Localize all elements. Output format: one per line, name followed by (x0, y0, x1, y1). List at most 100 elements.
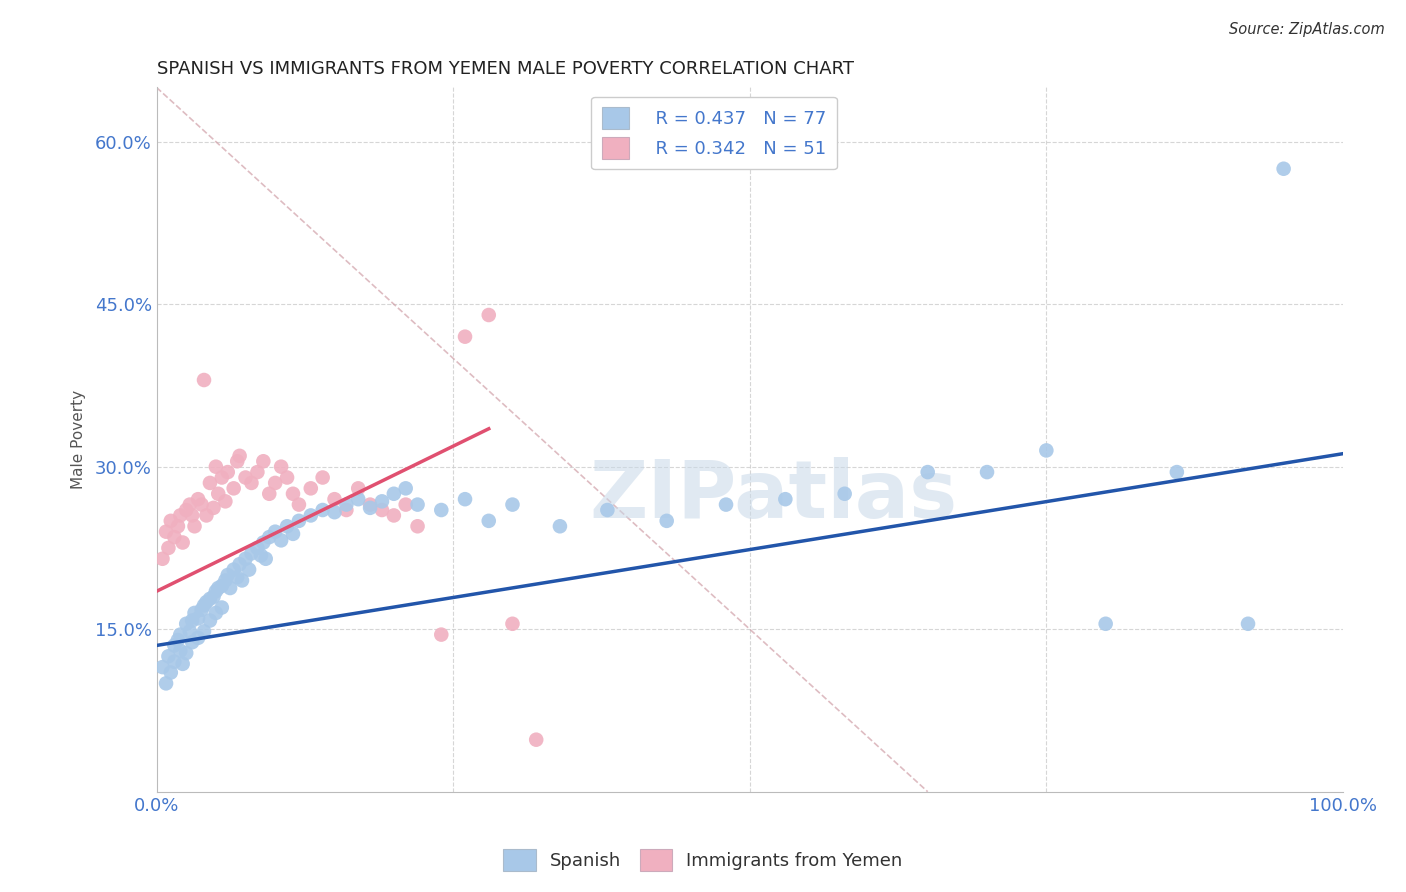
Point (198, 475, 221, 490)
Point (246, 541, 269, 555)
Point (395, 481, 418, 495)
Point (231, 574, 253, 588)
Point (430, 627, 453, 641)
Point (187, 611, 209, 625)
Point (159, 514, 181, 528)
Point (259, 487, 281, 501)
Text: ZIPatlas: ZIPatlas (589, 457, 957, 535)
Point (775, 492, 797, 507)
Point (430, 503, 453, 517)
Point (187, 631, 209, 645)
Point (214, 574, 236, 588)
Point (323, 505, 346, 519)
Point (195, 508, 218, 523)
Point (159, 665, 181, 680)
Point (382, 508, 405, 523)
Point (190, 498, 212, 512)
Point (183, 606, 205, 620)
Point (193, 599, 215, 613)
Point (406, 519, 429, 533)
Point (187, 492, 209, 507)
Point (155, 676, 177, 690)
Point (281, 526, 304, 541)
Point (252, 535, 274, 549)
Point (335, 498, 357, 512)
Point (193, 624, 215, 639)
Point (454, 492, 477, 507)
Point (347, 492, 370, 507)
Point (228, 557, 250, 571)
Y-axis label: Male Poverty: Male Poverty (72, 390, 86, 489)
Point (371, 494, 394, 508)
Point (240, 546, 263, 560)
Point (478, 308, 501, 322)
Point (167, 519, 190, 533)
Point (172, 657, 194, 671)
Point (195, 595, 218, 609)
Point (976, 465, 998, 479)
Point (347, 481, 370, 495)
Point (152, 660, 174, 674)
Point (181, 508, 204, 523)
Point (288, 514, 311, 528)
Point (169, 644, 191, 658)
Point (1094, 616, 1116, 631)
Point (454, 329, 477, 343)
Point (179, 498, 201, 512)
Point (1237, 616, 1260, 631)
Point (226, 454, 249, 468)
Point (299, 508, 322, 523)
Point (270, 533, 292, 548)
Point (246, 465, 269, 479)
Point (205, 606, 228, 620)
Point (226, 570, 249, 584)
Point (205, 459, 228, 474)
Point (174, 616, 197, 631)
Point (163, 655, 186, 669)
Point (264, 475, 287, 490)
Point (163, 639, 186, 653)
Point (335, 503, 357, 517)
Legend:   R = 0.437   N = 77,   R = 0.342   N = 51: R = 0.437 N = 77, R = 0.342 N = 51 (592, 96, 837, 169)
Point (299, 481, 322, 495)
Point (202, 590, 225, 604)
Point (1272, 161, 1295, 176)
Point (596, 503, 619, 517)
Point (235, 551, 257, 566)
Point (190, 603, 212, 617)
Point (228, 449, 250, 463)
Point (174, 646, 197, 660)
Point (181, 614, 204, 628)
Point (395, 498, 418, 512)
Point (183, 519, 205, 533)
Point (198, 614, 221, 628)
Point (222, 481, 245, 495)
Point (222, 563, 245, 577)
Point (1035, 443, 1057, 458)
Point (371, 503, 394, 517)
Point (172, 535, 194, 549)
Point (406, 498, 429, 512)
Point (254, 551, 277, 566)
Point (207, 487, 229, 501)
Point (359, 498, 381, 512)
Point (501, 498, 523, 512)
Point (152, 551, 174, 566)
Point (714, 498, 737, 512)
Point (270, 459, 292, 474)
Point (524, 732, 547, 747)
Point (217, 568, 239, 582)
Point (219, 581, 242, 595)
Legend: Spanish, Immigrants from Yemen: Spanish, Immigrants from Yemen (496, 842, 910, 879)
Point (276, 519, 298, 533)
Point (501, 616, 523, 631)
Point (359, 500, 381, 515)
Point (548, 519, 571, 533)
Point (235, 470, 257, 484)
Point (169, 508, 191, 523)
Point (167, 633, 190, 648)
Point (193, 373, 215, 387)
Point (214, 494, 236, 508)
Point (1166, 465, 1188, 479)
Point (250, 549, 273, 563)
